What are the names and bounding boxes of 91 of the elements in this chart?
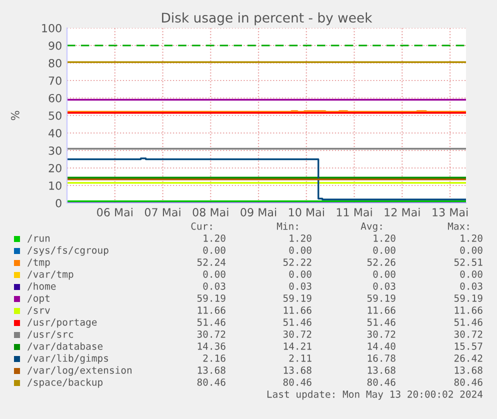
text: 13.68 (368, 366, 396, 374)
y-tick-label: 70 (48, 76, 62, 85)
text: 52.51 (454, 258, 482, 266)
text: 2.16 (203, 354, 226, 362)
text: 80.46 (283, 378, 312, 386)
text: 13.68 (198, 366, 226, 374)
text: 59.19 (197, 294, 226, 302)
text: 11.66 (198, 306, 226, 314)
text: Last update: Mon May 13 20:00:02 2024 (267, 390, 483, 400)
text: 51.46 (367, 318, 396, 326)
legend-label: /home (27, 282, 56, 291)
text: 51.46 (283, 318, 312, 326)
legend-label: /var/log/extension (27, 366, 132, 376)
text: 51.46 (197, 318, 226, 326)
legend-label: /space/backup (27, 378, 102, 388)
legend-label: /usr/src (27, 330, 74, 339)
text: Max: (448, 222, 469, 230)
text: 15.57 (454, 342, 482, 350)
text: 11.66 (368, 306, 396, 314)
y-tick-label: 40 (48, 128, 62, 138)
text: 0.00 (460, 246, 482, 254)
text: Avg: (360, 222, 382, 232)
text: 0.03 (289, 282, 312, 290)
text: 16.78 (368, 354, 396, 362)
x-tick-label: 08 Mai (192, 208, 228, 216)
legend-label: /sys/fs/cgroup (27, 246, 108, 256)
x-tick-label: 07 Mai (144, 208, 180, 216)
text: 0.00 (289, 246, 312, 254)
text: 1.20 (290, 234, 312, 242)
legend-label: /srv (27, 306, 50, 315)
text: 80.46 (197, 378, 226, 386)
text: 13.68 (284, 366, 312, 374)
text: 80.46 (367, 378, 396, 386)
text: 2.11 (289, 354, 312, 362)
text: 52.22 (283, 258, 312, 266)
text: 0.03 (373, 282, 396, 290)
text: 1.20 (460, 234, 482, 242)
x-tick-label: 09 Mai (240, 208, 276, 216)
text: 11.66 (454, 306, 482, 314)
text: Min: (276, 222, 298, 230)
y-axis-title: % (10, 110, 20, 120)
text: 30.72 (283, 330, 312, 338)
legend-label: /var/database (27, 342, 103, 351)
text: 14.36 (198, 342, 226, 350)
text: Cur: (191, 222, 212, 230)
text: 30.72 (197, 330, 226, 338)
y-tick-label: 50 (48, 111, 62, 120)
y-tick-label: 30 (48, 146, 62, 155)
y-tick-label: 0 (56, 198, 62, 208)
text: 0.00 (289, 270, 312, 278)
text: 30.72 (454, 330, 482, 338)
text: 80.46 (454, 378, 482, 386)
text: 1.20 (374, 234, 396, 242)
x-tick-label: 12 Mai (384, 208, 420, 216)
y-tick-label: 20 (48, 164, 62, 172)
text: 1.20 (204, 234, 226, 242)
legend-label: /var/tmp (27, 270, 74, 280)
text: 0.00 (373, 246, 396, 254)
text: 14.40 (368, 342, 396, 350)
text: 0.00 (203, 270, 226, 278)
text: 14.21 (284, 342, 312, 350)
y-tick-label: 10 (49, 181, 62, 190)
x-tick-label: 13 Mai (432, 208, 468, 216)
text: 11.66 (284, 306, 312, 314)
chart-title: Disk usage in percent - by week (162, 12, 372, 26)
text: 0.00 (373, 270, 396, 278)
text: 59.19 (283, 294, 312, 302)
text: 13.68 (454, 366, 482, 374)
text: 26.42 (454, 354, 482, 362)
text: 0.00 (460, 270, 482, 278)
legend-label: /usr/portage (27, 318, 97, 328)
text: 0.03 (203, 282, 226, 290)
text: 59.19 (367, 294, 396, 302)
text: 52.24 (197, 258, 226, 266)
y-tick-label: 80 (48, 58, 62, 68)
x-tick-label: 11 Mai (336, 208, 372, 216)
legend-label: /var/lib/gimps (27, 354, 108, 364)
x-tick-label: 06 Mai (97, 208, 132, 216)
x-tick-label: 10 Mai (289, 208, 324, 216)
y-tick-label: 100 (42, 24, 62, 32)
legend-label: /opt (27, 294, 50, 304)
legend-label: /tmp (27, 258, 50, 268)
legend-label: /run (27, 234, 50, 243)
y-tick-label: 60 (48, 94, 62, 102)
text: 59.19 (454, 294, 482, 302)
text: 0.03 (460, 282, 482, 290)
y-tick-label: 90 (48, 41, 62, 50)
text: 30.72 (367, 330, 396, 338)
text: 52.26 (367, 258, 396, 266)
text: 0.00 (203, 246, 226, 254)
text: 51.46 (454, 318, 482, 326)
